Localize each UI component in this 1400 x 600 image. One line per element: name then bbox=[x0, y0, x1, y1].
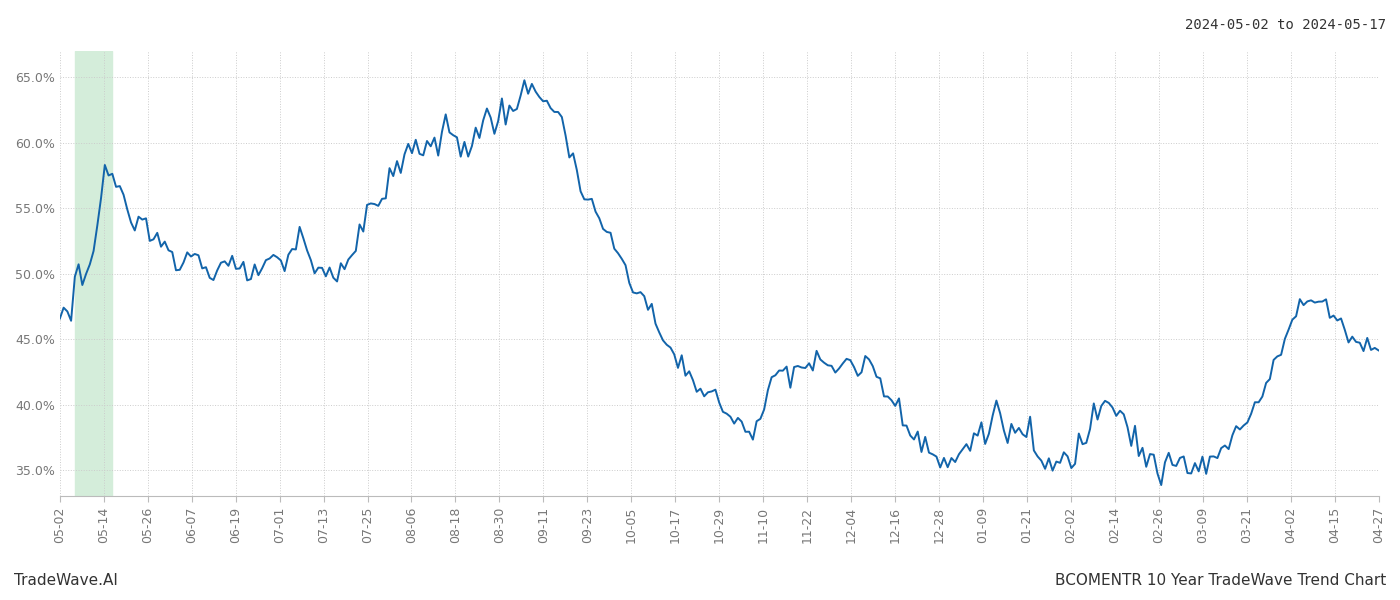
Text: 2024-05-02 to 2024-05-17: 2024-05-02 to 2024-05-17 bbox=[1184, 18, 1386, 32]
Text: TradeWave.AI: TradeWave.AI bbox=[14, 573, 118, 588]
Text: BCOMENTR 10 Year TradeWave Trend Chart: BCOMENTR 10 Year TradeWave Trend Chart bbox=[1054, 573, 1386, 588]
Bar bbox=[74, 51, 112, 496]
